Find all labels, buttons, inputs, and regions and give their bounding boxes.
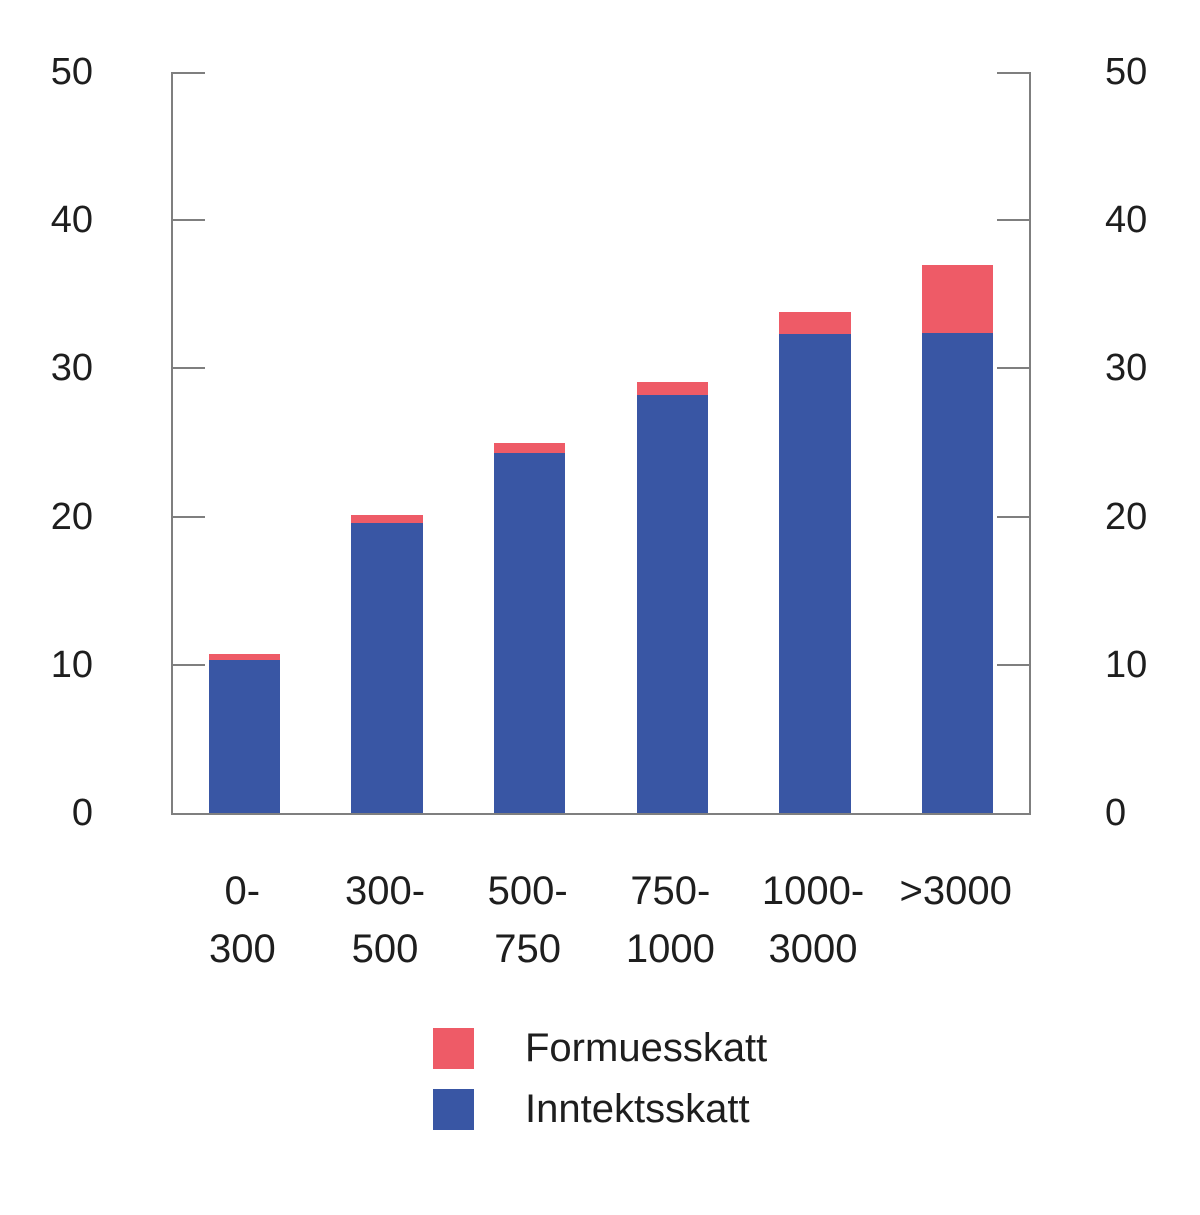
legend-label-formuesskatt: Formuesskatt	[525, 1026, 768, 1070]
x-axis-label: 750- 1000	[625, 869, 715, 971]
y-tick-right-20	[997, 515, 1029, 518]
y-axis-label-20: 20	[1105, 495, 1148, 538]
y-tick-right-30	[997, 367, 1029, 370]
y-axis-label-0: 0	[71, 792, 93, 834]
y-axis-label-20: 20	[50, 495, 93, 538]
bar-500-750	[494, 442, 566, 813]
bar-segment-formuesskatt	[351, 515, 423, 523]
bar-0-300	[208, 654, 280, 813]
bar-segment-formuesskatt	[208, 654, 280, 661]
y-axis-label-50: 50	[50, 51, 93, 93]
bar-segment-inntektsskatt	[922, 332, 994, 813]
y-axis-label-10: 10	[1105, 643, 1148, 686]
y-tick-left-50	[173, 72, 205, 74]
legend-row-formuesskatt: Formuesskatt	[433, 1026, 767, 1070]
bar-segment-formuesskatt	[494, 442, 566, 453]
y-tick-left-20	[173, 515, 205, 518]
x-axis-label: 300- 500	[344, 869, 426, 971]
legend-label-inntektsskatt: Inntektsskatt	[525, 1087, 750, 1131]
formuesskatt-swatch-icon	[433, 1027, 474, 1069]
y-tick-right-50	[997, 72, 1029, 74]
y-axis-label-30: 30	[1105, 347, 1148, 390]
y-tick-right-40	[997, 219, 1029, 222]
bar-segment-inntektsskatt	[779, 334, 851, 813]
y-axis-label-10: 10	[50, 643, 93, 686]
y-axis-label-40: 40	[1105, 199, 1148, 242]
bar-segment-inntektsskatt	[208, 660, 280, 813]
bar-segment-formuesskatt	[636, 381, 708, 396]
y-axis-label-0: 0	[1105, 792, 1127, 834]
x-axis-label: 1000- 3000	[761, 869, 865, 971]
y-axis-label-50: 50	[1105, 51, 1148, 93]
y-tick-left-30	[173, 367, 205, 370]
legend: Formuesskatt Inntektsskatt	[433, 1026, 767, 1148]
bar-segment-formuesskatt	[922, 264, 994, 333]
bar-segment-inntektsskatt	[351, 522, 423, 813]
inntektsskatt-swatch-icon	[433, 1088, 474, 1130]
legend-row-inntektsskatt: Inntektsskatt	[433, 1087, 767, 1131]
bar-1000-3000	[779, 312, 851, 813]
y-axis-label-40: 40	[50, 199, 93, 242]
bar-segment-inntektsskatt	[494, 452, 566, 813]
bar-750-1000	[636, 381, 708, 813]
bar-segment-formuesskatt	[779, 312, 851, 335]
bar-300-500	[351, 515, 423, 813]
x-axis-label: 0- 300	[208, 869, 276, 971]
plot-area	[171, 72, 1031, 815]
y-tick-right-10	[997, 663, 1029, 666]
x-axis-label: >3000	[899, 869, 1012, 913]
x-axis-labels: 0- 300 300- 500 500- 750 750- 1000 1000- 300…	[171, 862, 1027, 982]
bar-segment-inntektsskatt	[636, 395, 708, 813]
y-axis-label-30: 30	[50, 347, 93, 390]
bar-gt3000	[922, 264, 994, 813]
y-tick-left-10	[173, 663, 205, 666]
y-tick-left-40	[173, 219, 205, 222]
x-axis-label: 500- 750	[487, 869, 568, 971]
